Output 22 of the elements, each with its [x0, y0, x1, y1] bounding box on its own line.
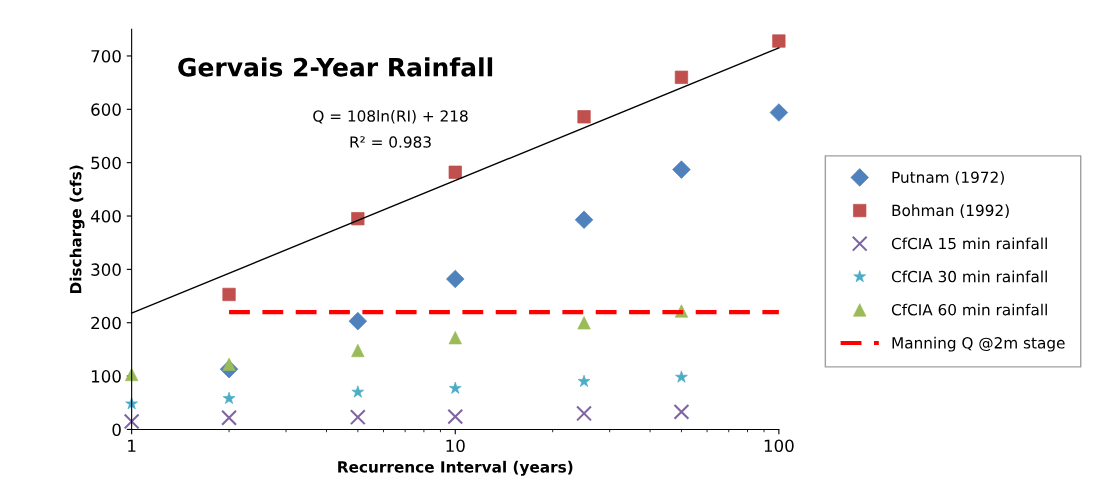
y-tick-label: 700 — [91, 49, 121, 63]
x-axis-title: Recurrence Interval (years) — [338, 460, 573, 476]
y-tick-label: 600 — [91, 103, 121, 116]
text: Gervais 2-Year Rainfall — [178, 57, 493, 77]
legend-label: CfCIA 15 min rainfall — [891, 237, 1047, 250]
y-tick-label: 0 — [112, 423, 121, 437]
legend-label: Bohman (1992) — [892, 204, 1009, 218]
legend-label: Manning Q @2m stage — [892, 336, 1065, 352]
annotation: Q = 108ln(RI) + 218 — [313, 109, 468, 124]
legend-label: Putnam (1972) — [892, 171, 1004, 185]
y-tick-label: 500 — [91, 156, 121, 170]
annotation: R² = 0.983 — [350, 136, 431, 148]
x-tick-label: 100 — [764, 439, 794, 453]
y-tick-label: 300 — [91, 263, 121, 276]
y-tick-label: 400 — [90, 209, 121, 223]
y-tick-label: 200 — [91, 316, 121, 330]
y-axis-title: Discharge (cfs) — [69, 165, 85, 294]
legend-label: CfCIA 30 min rainfall — [891, 270, 1047, 283]
legend-label: CfCIA 60 min rainfall — [891, 303, 1047, 316]
x-tick-label: 10 — [446, 439, 465, 453]
x-tick-label: 1 — [128, 439, 136, 452]
y-tick-label: 100 — [91, 370, 121, 383]
